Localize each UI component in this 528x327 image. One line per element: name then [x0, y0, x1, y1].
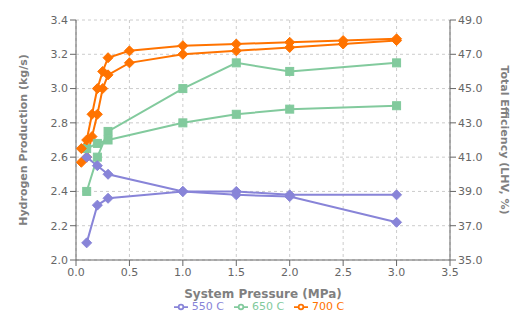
svg-text:Hydrogen Production (kg/s): Hydrogen Production (kg/s) [17, 54, 30, 226]
svg-text:0.0: 0.0 [67, 266, 85, 279]
svg-text:41.0: 41.0 [458, 151, 483, 164]
svg-text:0.5: 0.5 [121, 266, 139, 279]
svg-text:2.2: 2.2 [51, 220, 69, 233]
svg-text:2.4: 2.4 [51, 185, 69, 198]
svg-text:Total Efficiency (LHV, %): Total Efficiency (LHV, %) [498, 65, 511, 214]
svg-text:2.6: 2.6 [51, 151, 69, 164]
svg-text:1.5: 1.5 [228, 266, 246, 279]
svg-text:1.0: 1.0 [174, 266, 192, 279]
html-text:650 C: 650 C [251, 300, 285, 313]
svg-text:2.0: 2.0 [51, 254, 69, 267]
svg-text:2.0: 2.0 [281, 266, 299, 279]
svg-text:45.0: 45.0 [458, 82, 483, 95]
svg-text:39.0: 39.0 [458, 185, 483, 198]
svg-text:49.0: 49.0 [458, 14, 483, 27]
svg-text:System Pressure (MPa): System Pressure (MPa) [184, 287, 342, 301]
svg-text:2.8: 2.8 [51, 117, 69, 130]
svg-text:37.0: 37.0 [458, 220, 483, 233]
svg-text:2.5: 2.5 [334, 266, 352, 279]
svg-text:3.5: 3.5 [441, 266, 459, 279]
svg-text:3.0: 3.0 [51, 82, 69, 95]
svg-text:35.0: 35.0 [458, 254, 483, 267]
svg-text:3.4: 3.4 [51, 14, 69, 27]
svg-text:3.2: 3.2 [51, 48, 69, 61]
html-text:700 C: 700 C [312, 300, 345, 313]
html-text:550 C: 550 C [191, 300, 224, 313]
svg-text:47.0: 47.0 [458, 48, 483, 61]
svg-text:43.0: 43.0 [458, 117, 483, 130]
svg-text:3.0: 3.0 [388, 266, 406, 279]
